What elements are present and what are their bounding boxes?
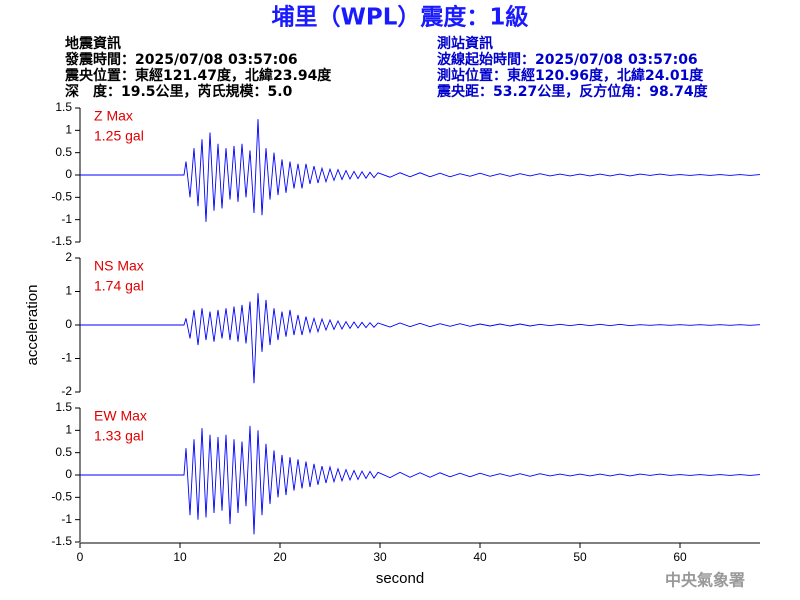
event-heading: 地震資訊 [65, 35, 121, 52]
y-tick-label: -1 [61, 351, 72, 365]
y-tick-label: 1 [65, 423, 72, 437]
event-line: 震央位置：東經121.47度，北緯23.94度 [64, 67, 332, 84]
x-tick-label: 40 [473, 550, 487, 564]
y-tick-label: -2 [61, 384, 72, 398]
y-tick-label: -1 [61, 512, 72, 526]
y-tick-label: -1.5 [51, 534, 72, 548]
x-tick-label: 20 [273, 550, 287, 564]
event-line: 深 度：19.5公里，芮氏規模：5.0 [65, 83, 293, 100]
y-tick-label: 0.5 [55, 145, 72, 159]
y-tick-label: 1.5 [55, 100, 72, 114]
y-tick-label: -0.5 [51, 190, 72, 204]
x-tick-label: 30 [373, 550, 387, 564]
panel-label: Z Max [94, 108, 133, 124]
panel-label: NS Max [94, 258, 144, 274]
title: 埔里（WPL）震度：1級 [272, 4, 529, 31]
event-line: 發震時間：2025/07/08 03:57:06 [64, 51, 298, 68]
station-heading: 測站資訊 [437, 35, 493, 52]
panel-max: 1.74 gal [94, 278, 144, 294]
y-tick-label: 1.5 [55, 400, 72, 414]
station-line: 波線起始時間：2025/07/08 03:57:06 [437, 51, 698, 68]
x-tick-label: 50 [573, 550, 587, 564]
station-line: 測站位置：東經120.96度，北緯24.01度 [437, 67, 704, 84]
waveform [80, 293, 761, 384]
y-tick-label: 1 [65, 284, 72, 298]
waveform [80, 425, 761, 535]
x-tick-label: 60 [673, 550, 687, 564]
y-tick-label: 0 [65, 317, 72, 331]
panel-max: 1.33 gal [94, 428, 144, 444]
y-tick-label: 2 [65, 250, 72, 264]
station-line: 震央距：53.27公里，反方位角：98.74度 [436, 83, 709, 100]
waveform [80, 119, 761, 222]
x-axis-title: second [376, 570, 424, 587]
panel-label: EW Max [94, 408, 147, 424]
y-tick-label: 0 [65, 167, 72, 181]
y-axis-title: acceleration [24, 285, 41, 366]
y-tick-label: -0.5 [51, 490, 72, 504]
y-tick-label: -1.5 [51, 234, 72, 248]
y-tick-label: 0 [65, 467, 72, 481]
y-tick-label: 1 [65, 123, 72, 137]
agency-watermark: 中央氣象署 [665, 571, 745, 590]
panel-max: 1.25 gal [94, 128, 144, 144]
x-tick-label: 0 [77, 550, 84, 564]
y-tick-label: 0.5 [55, 445, 72, 459]
y-tick-label: -1 [61, 212, 72, 226]
x-tick-label: 10 [173, 550, 187, 564]
